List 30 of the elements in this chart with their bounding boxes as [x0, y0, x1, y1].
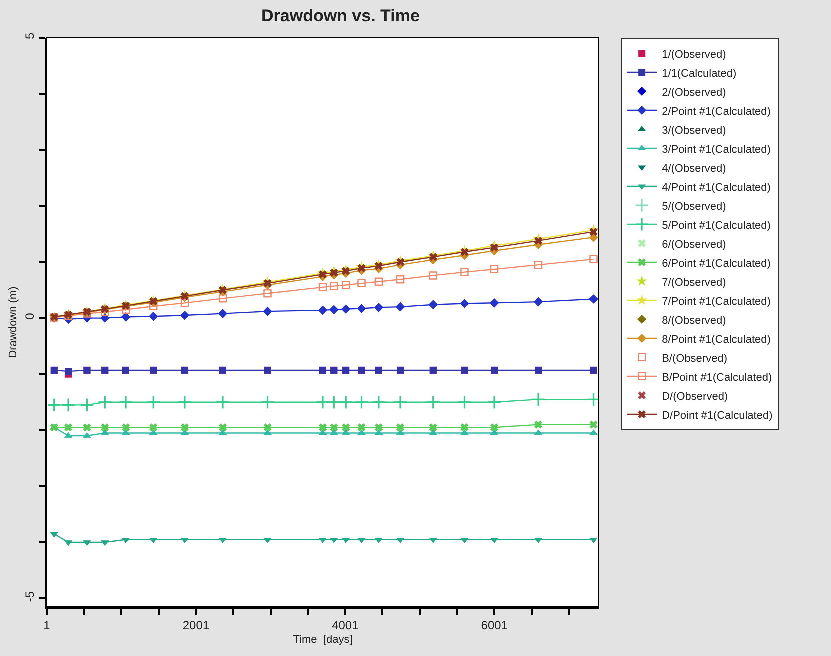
legend-label: 6/Point #1(Calculated)	[662, 258, 771, 270]
legend-label: 4/Point #1(Calculated)	[662, 182, 771, 194]
legend-label: 4/(Observed)	[662, 162, 726, 175]
legend-label: 2/Point #1(Calculated)	[662, 106, 771, 118]
legend-label: 7/(Observed)	[662, 276, 726, 289]
legend-label: 2/(Observed)	[662, 86, 726, 99]
legend-label: 3/(Observed)	[662, 124, 726, 137]
x-tick-label: 4001	[332, 618, 360, 632]
legend-label: 1/1(Calculated)	[662, 68, 737, 80]
legend-label: 3/Point #1(Calculated)	[662, 144, 771, 156]
legend-label: 1/(Observed)	[662, 48, 726, 61]
legend-label: B/(Observed)	[662, 352, 728, 365]
legend-label: 8/Point #1(Calculated)	[662, 334, 771, 346]
legend-label: 5/(Observed)	[662, 200, 726, 213]
chart-title: Drawdown vs. Time	[262, 6, 420, 26]
y-tick-label: 5	[23, 32, 38, 40]
x-axis-title: Time [days]	[293, 634, 353, 646]
y-tick-label: 0	[23, 312, 38, 320]
legend-label: 6/(Observed)	[662, 238, 726, 251]
legend-label: D/Point #1(Calculated)	[662, 410, 773, 422]
x-tick-label: 1	[44, 618, 51, 632]
x-tick-label: 2001	[182, 618, 210, 632]
x-tick-label: 6001	[481, 618, 508, 632]
legend-label: D/(Observed)	[662, 390, 728, 403]
y-tick-label: -5	[23, 591, 38, 602]
y-axis-title: Drawdown (m)	[7, 286, 20, 358]
legend-label: 5/Point #1(Calculated)	[662, 220, 771, 232]
legend-label: 8/(Observed)	[662, 314, 726, 327]
legend-label: B/Point #1(Calculated)	[662, 372, 772, 384]
legend-label: 7/Point #1(Calculated)	[662, 296, 771, 308]
